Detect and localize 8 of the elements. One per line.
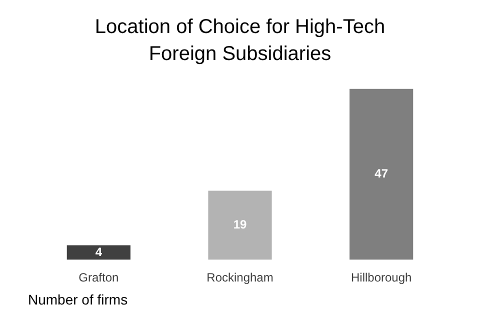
- data-label: 4: [95, 244, 102, 259]
- data-label: 19: [233, 218, 247, 232]
- x-tick-label: Rockingham: [206, 270, 274, 284]
- chart-title: Location of Choice for High-Tech Foreign Subsidiaries: [94, 15, 386, 67]
- x-tick-label: Hillborough: [350, 270, 412, 284]
- x-axis-title: Number of firms: [28, 291, 128, 308]
- data-label: 47: [374, 166, 388, 181]
- x-tick-label: Grafton: [78, 270, 119, 284]
